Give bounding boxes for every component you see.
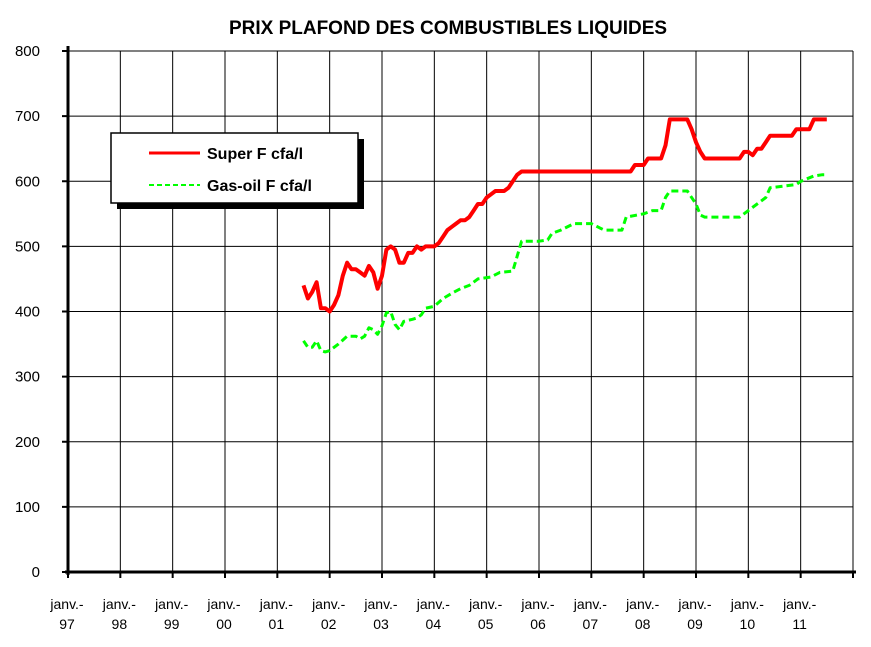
series-line-super: [301, 117, 827, 314]
x-tick-label: janv.- 08: [625, 596, 660, 632]
legend-label-super: Super F cfa/l: [207, 146, 303, 163]
x-tick-label: janv.- 02: [311, 596, 346, 632]
x-tick-label-line2: 99: [164, 616, 180, 632]
x-tick-label: janv.- 97: [49, 596, 84, 632]
x-tick-label-line1: janv.-: [363, 596, 398, 612]
y-tick-label: 600: [15, 173, 40, 190]
x-tick-label-line2: 06: [530, 616, 546, 632]
x-tick-label-line1: janv.-: [154, 596, 189, 612]
x-tick-label-line1: janv.-: [625, 596, 660, 612]
x-tick-label-line2: 07: [583, 616, 599, 632]
x-tick-label: janv.- 06: [520, 596, 555, 632]
x-tick-label-line1: janv.-: [782, 596, 817, 612]
x-tick-label-line2: 08: [635, 616, 651, 632]
y-tick-label: 0: [32, 564, 40, 581]
x-tick-labels: janv.- 97 janv.- 98 janv.- 99 janv.- 00 janv.- 01…: [49, 596, 816, 632]
x-tick-label-line1: janv.-: [573, 596, 608, 612]
axes: [62, 46, 856, 578]
x-tick-label-line1: janv.-: [259, 596, 294, 612]
y-tick-label: 800: [15, 43, 40, 60]
x-tick-label-line1: janv.-: [468, 596, 503, 612]
y-tick-label: 200: [15, 434, 40, 451]
x-tick-label: janv.- 09: [677, 596, 712, 632]
series-line-gasoil: [302, 173, 827, 354]
legend-label-gasoil: Gas-oil F cfa/l: [207, 178, 312, 195]
y-tick-label: 500: [15, 238, 40, 255]
x-tick-label-line2: 02: [321, 616, 337, 632]
x-tick-label-line2: 05: [478, 616, 494, 632]
x-tick-label: janv.- 98: [102, 596, 137, 632]
y-tick-label: 400: [15, 304, 40, 321]
x-tick-label: janv.- 00: [206, 596, 241, 632]
x-tick-label-line2: 10: [740, 616, 756, 632]
x-tick-label-line1: janv.-: [416, 596, 451, 612]
y-tick-labels: 0 100 200 300 400 500 600 700 800: [15, 43, 40, 581]
chart-title: PRIX PLAFOND DES COMBUSTIBLES LIQUIDES: [229, 18, 667, 39]
x-tick-label-line2: 11: [792, 616, 807, 632]
x-tick-label: janv.- 03: [363, 596, 398, 632]
x-tick-label-line2: 04: [426, 616, 442, 632]
x-tick-label-line1: janv.-: [49, 596, 84, 612]
legend: Super F cfa/l Gas-oil F cfa/l: [110, 132, 364, 209]
x-tick-label-line1: janv.-: [311, 596, 346, 612]
legend-box: [110, 132, 359, 204]
x-tick-label: janv.- 99: [154, 596, 189, 632]
x-tick-label-line1: janv.-: [102, 596, 137, 612]
x-tick-label-line2: 09: [687, 616, 703, 632]
grid-lines: [68, 50, 854, 572]
x-tick-label: janv.- 11: [782, 596, 817, 632]
x-tick-label-line1: janv.-: [520, 596, 555, 612]
x-tick-label: janv.- 05: [468, 596, 503, 632]
x-tick-label-line2: 03: [373, 616, 389, 632]
x-tick-label: janv.- 10: [730, 596, 765, 632]
y-tick-label: 300: [15, 369, 40, 386]
x-tick-label-line2: 98: [112, 616, 128, 632]
x-tick-label-line2: 97: [59, 616, 75, 632]
series-layer: [301, 117, 827, 354]
x-tick-label-line2: 01: [269, 616, 285, 632]
x-tick-label: janv.- 07: [573, 596, 608, 632]
x-tick-label-line1: janv.-: [206, 596, 241, 612]
x-tick-label-line1: janv.-: [677, 596, 712, 612]
x-tick-label-line2: 00: [216, 616, 232, 632]
x-tick-label: janv.- 04: [416, 596, 451, 632]
x-tick-label-line1: janv.-: [730, 596, 765, 612]
x-tick-label: janv.- 01: [259, 596, 294, 632]
y-tick-label: 100: [15, 499, 40, 516]
y-tick-label: 700: [15, 108, 40, 125]
